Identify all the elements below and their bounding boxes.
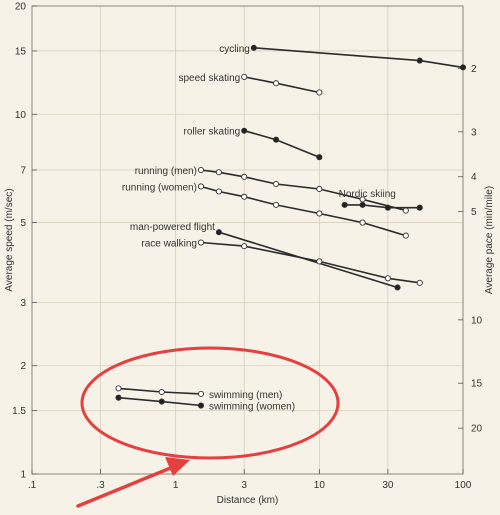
data-point [416,204,423,211]
y-tick-label: 20 [15,2,27,13]
grid [32,6,463,474]
x-tick-label: 100 [455,480,472,491]
y-tick-label: 1 [20,470,26,481]
series-label: man-powered flight [130,222,215,233]
series-layer [115,44,467,409]
data-point [394,284,401,291]
y-tick-label: 7 [20,166,26,177]
data-point [197,239,205,246]
series-line [344,204,420,209]
data-point [316,210,323,217]
y-tick-label: 1.5 [12,406,26,417]
data-point [402,207,409,214]
data-point [273,201,280,208]
plot-border [31,5,464,475]
series-label: Nordic skiing [339,189,396,200]
series-label: cycling [219,44,250,55]
series-label: swimming (men) [209,390,282,401]
y-tick-label: 15 [15,46,27,57]
series-labels: cycling speed skating roller skating runnin… [122,44,396,413]
data-point [158,398,165,405]
data-point [384,275,391,282]
series-label: roller skating [184,127,241,138]
plot-frame [31,5,464,475]
data-point [115,385,122,392]
series-label: race walking [141,239,197,250]
data-point [384,204,391,211]
axes: .1 .3 1 3 10 30 100 1 1.5 2 3 5 7 10 15 20 2 3 4 5 10 15 20 Dis… [4,2,495,507]
data-point [250,44,257,51]
data-point [273,180,280,188]
y-tick-label: 5 [20,218,26,229]
data-point [215,169,222,176]
data-point [158,388,165,396]
data-point [241,73,248,80]
data-point [359,201,366,208]
data-point [341,201,348,208]
y2-tick-label: 5 [471,207,477,218]
data-point [459,64,467,71]
data-point [241,193,248,200]
x-tick-label: 30 [382,480,394,491]
highlight-arrow-head [165,457,190,476]
data-point [215,188,222,195]
y2-tick-label: 3 [471,127,477,138]
y2-axis-title: Average pace (min/mile) [484,186,495,294]
y-axis-title: Average speed (m/sec) [4,188,15,291]
data-point [241,173,248,180]
data-point [416,57,423,64]
y2-tick-label: 10 [471,315,483,326]
data-point [115,394,122,401]
y-tick-label: 2 [20,361,26,372]
y2-tick-label: 2 [471,64,477,75]
y2-tick-label: 15 [471,379,483,390]
data-point [241,127,248,134]
highlight-ellipse [80,346,340,460]
y2-tick-label: 20 [471,424,483,435]
data-point [402,232,409,239]
data-point [316,185,323,193]
data-point [316,258,323,265]
data-point [316,89,323,96]
x-tick-label: 3 [241,480,247,491]
y-tick-label: 10 [15,110,27,121]
data-point [197,390,205,397]
data-point [273,136,280,143]
x-tick-label: .1 [28,480,37,491]
data-point [273,80,280,87]
data-point [215,229,222,236]
data-point [359,219,366,226]
data-point [197,183,205,190]
x-tick-label: .3 [96,480,105,491]
series-label: running (men) [135,166,197,177]
series-label: running (women) [122,182,197,193]
data-point [197,402,205,409]
data-point [241,243,248,250]
data-point [416,279,423,286]
series-label: swimming (women) [209,402,295,413]
y-tick-label: 3 [20,298,26,309]
x-tick-label: 10 [314,480,326,491]
series-label: speed skating [178,73,240,84]
highlight-arrow-shaft [76,465,175,508]
x-tick-label: 1 [173,480,179,491]
annotations [76,346,340,508]
x-axis-title: Distance (km) [217,495,279,506]
data-point [197,166,205,174]
data-point [316,154,323,161]
y2-tick-label: 4 [471,172,477,183]
